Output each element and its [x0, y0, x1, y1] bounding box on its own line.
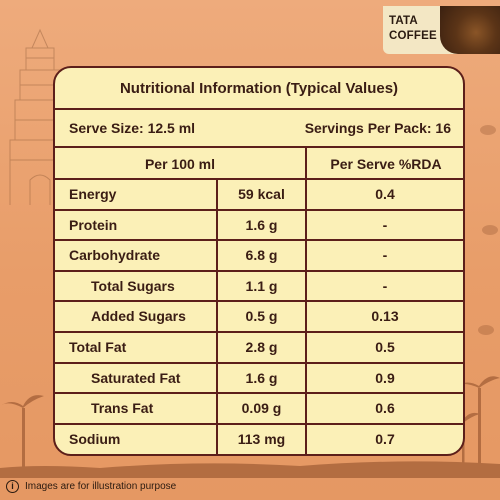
nutrient-per100-value: 113 mg	[237, 430, 286, 447]
nutrient-per100-value: 1.6 g	[245, 216, 278, 233]
temple-illustration	[9, 28, 71, 205]
nutrient-rda-value: 0.4	[375, 186, 395, 202]
row-divider	[55, 392, 463, 395]
nutrient-per100-value: 0.09 g	[241, 400, 282, 417]
nutrient-label: Saturated Fat	[91, 369, 181, 386]
column-divider	[216, 178, 218, 454]
nutrient-label: Protein	[69, 216, 118, 233]
nutrient-label: Sodium	[69, 430, 121, 447]
row-divider	[55, 239, 463, 242]
row-divider	[55, 208, 463, 211]
brand-logo: TATA COFFEE	[383, 6, 500, 54]
nutrient-rda-value: -	[382, 277, 388, 294]
panel-title: Nutritional Information (Typical Values)	[119, 80, 399, 97]
nutrient-rda-value: -	[382, 216, 388, 233]
nutrient-rda-value: -	[382, 247, 388, 264]
nutrient-per100-value: 1.1 g	[245, 277, 278, 294]
nutrient-label: Carbohydrate	[69, 247, 161, 264]
column-divider	[305, 146, 307, 454]
divider	[55, 146, 463, 148]
row-divider	[55, 269, 463, 272]
nutrient-label: Total Sugars	[91, 277, 175, 294]
nutrient-rda-value: 0.7	[375, 430, 395, 447]
servings-per-pack: Servings Per Pack: 16	[304, 120, 451, 136]
nutrient-label: Energy	[69, 186, 117, 202]
nutrient-per100-value: 2.8 g	[245, 339, 278, 355]
column-header-per-100ml: Per 100 ml	[144, 156, 216, 172]
nutrient-rda-value: 0.6	[375, 400, 395, 417]
brand-wordmark: TATA COFFEE	[389, 14, 437, 44]
row-divider	[55, 331, 463, 333]
nutrient-per100-value: 0.5 g	[245, 308, 278, 325]
row-divider	[55, 300, 463, 303]
divider	[55, 108, 463, 110]
nutrient-label: Total Fat	[69, 339, 127, 355]
brand-line-1: TATA	[389, 15, 418, 27]
disclaimer: i Images are for illustration purpose	[6, 480, 176, 493]
nutrient-rda-value: 0.13	[371, 308, 399, 325]
brand-line-2: COFFEE	[389, 30, 437, 42]
nutrient-label: Added Sugars	[91, 308, 186, 325]
nutrient-label: Trans Fat	[91, 400, 154, 417]
serve-size: Serve Size: 12.5 ml	[69, 120, 196, 136]
coffee-bean-decoration	[478, 125, 498, 335]
row-divider	[55, 361, 463, 364]
info-icon: i	[6, 480, 19, 493]
nutrient-per100-value: 1.6 g	[245, 369, 278, 386]
nutrition-panel: Nutritional Information (Typical Values)…	[53, 66, 465, 456]
row-divider	[55, 422, 463, 425]
divider	[55, 178, 463, 180]
nutrient-per100-value: 6.8 g	[245, 247, 278, 264]
disclaimer-text: Images are for illustration purpose	[25, 481, 177, 492]
nutrient-per100-value: 59 kcal	[238, 186, 285, 202]
nutrient-rda-value: 0.9	[375, 369, 395, 386]
coffee-beans-icon	[440, 6, 500, 54]
column-header-rda: Per Serve %RDA	[330, 156, 442, 172]
nutrient-rda-value: 0.5	[375, 339, 395, 355]
